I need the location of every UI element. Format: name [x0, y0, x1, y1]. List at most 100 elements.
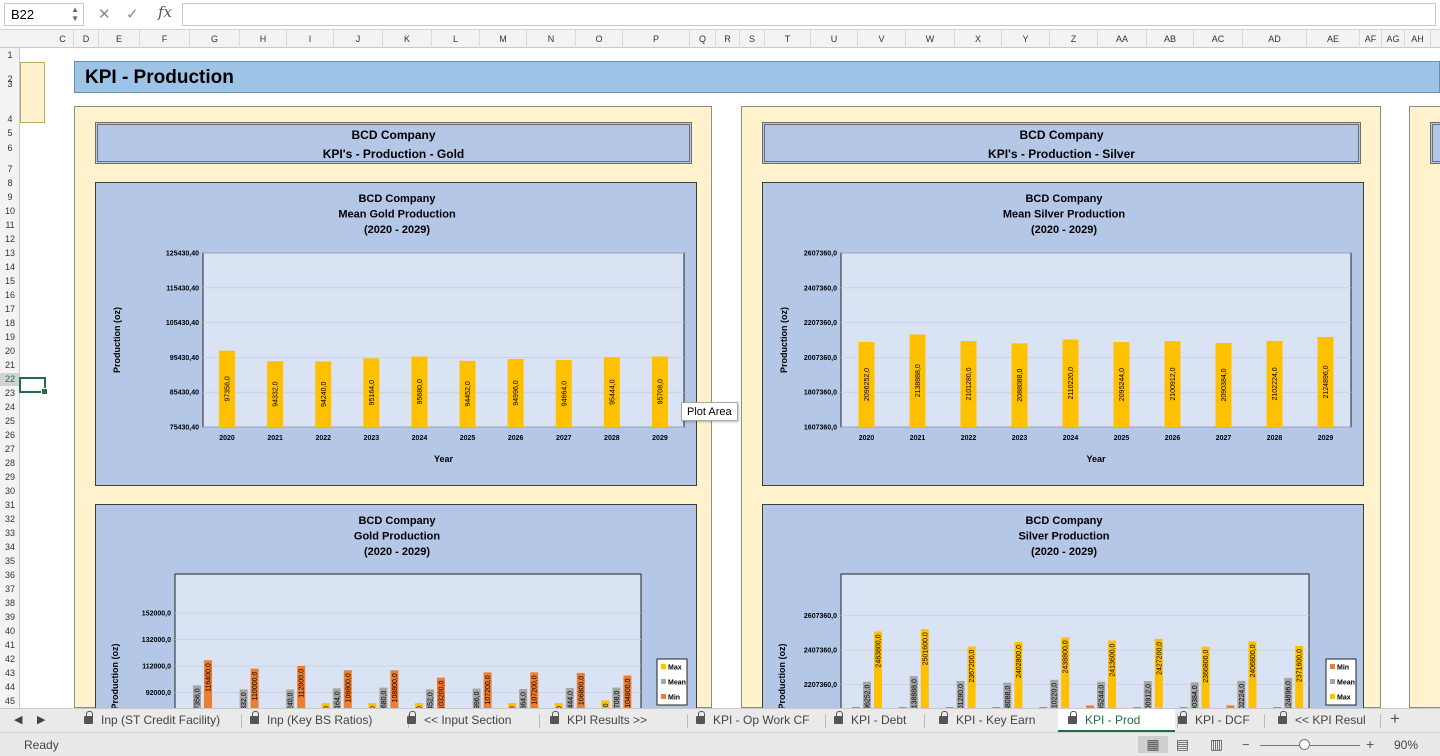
row-header-cell[interactable]: 15: [4, 276, 15, 286]
row-header-cell[interactable]: 13: [4, 248, 15, 258]
fx-icon[interactable]: fx: [158, 3, 173, 21]
column-header-cell[interactable]: AC: [1194, 30, 1243, 48]
column-header-cell[interactable]: C: [52, 30, 74, 48]
row-header-cell[interactable]: 14: [4, 262, 15, 272]
row-header-cell[interactable]: 1: [7, 50, 13, 60]
row-header-cell[interactable]: 7: [7, 164, 13, 174]
row-header-cell[interactable]: 32: [4, 514, 15, 524]
name-box-dropdown-icon[interactable]: ▲ ▼: [71, 5, 79, 23]
column-header-cell[interactable]: AD: [1243, 30, 1307, 48]
column-header-cell[interactable]: K: [383, 30, 432, 48]
row-header-cell[interactable]: 25: [4, 416, 15, 426]
mean-silver-production-chart[interactable]: BCD Company Mean Silver Production (2020 -…: [762, 182, 1364, 486]
row-header-cell[interactable]: 23: [4, 388, 15, 398]
sheet-tab[interactable]: KPI - Prod: [1058, 709, 1175, 732]
row-header-cell[interactable]: 37: [4, 584, 15, 594]
zoom-out-button[interactable]: −: [1242, 737, 1250, 752]
column-header-cell[interactable]: M: [480, 30, 527, 48]
row-header-cell[interactable]: 17: [4, 304, 15, 314]
row-header-cell[interactable]: 22: [0, 373, 19, 386]
row-header-cell[interactable]: 12: [4, 234, 15, 244]
row-header-cell[interactable]: 6: [7, 143, 13, 153]
selected-cell[interactable]: [19, 377, 48, 395]
add-sheet-button[interactable]: +: [1390, 709, 1400, 728]
row-header-cell[interactable]: 5: [7, 128, 13, 138]
row-header-cell[interactable]: 39: [4, 612, 15, 622]
sheet-tab[interactable]: << KPI Resul: [1268, 709, 1378, 732]
column-header-cell[interactable]: N: [527, 30, 576, 48]
sheet-tab[interactable]: Inp (ST Credit Facility): [74, 709, 239, 732]
column-header-cell[interactable]: Y: [1002, 30, 1050, 48]
sheet-tab[interactable]: KPI - Debt: [824, 709, 922, 732]
column-header-cell[interactable]: AB: [1147, 30, 1194, 48]
column-header-cell[interactable]: F: [140, 30, 190, 48]
sheet-tab[interactable]: Inp (Key BS Ratios): [240, 709, 406, 732]
sheet-tab[interactable]: << Input Section: [397, 709, 537, 732]
column-header-cell[interactable]: T: [765, 30, 811, 48]
column-header-cell[interactable]: U: [811, 30, 858, 48]
row-header-cell[interactable]: 3: [7, 79, 13, 89]
row-header-cell[interactable]: 43: [4, 668, 15, 678]
row-header-cell[interactable]: 11: [5, 220, 15, 230]
page-break-icon[interactable]: ▥: [1209, 736, 1224, 752]
row-header-cell[interactable]: 9: [7, 192, 13, 202]
zoom-slider-thumb[interactable]: [1299, 739, 1310, 750]
row-header-cell[interactable]: 42: [4, 654, 15, 664]
column-header-cell[interactable]: R: [716, 30, 740, 48]
row-header-cell[interactable]: 44: [4, 682, 15, 692]
row-header-cell[interactable]: 10: [4, 206, 15, 216]
row-header-cell[interactable]: 34: [4, 542, 15, 552]
page-layout-icon[interactable]: ▤: [1175, 736, 1190, 752]
sheet-tab[interactable]: KPI - Op Work CF: [686, 709, 823, 732]
column-header-cell[interactable]: AA: [1098, 30, 1147, 48]
column-header-cell[interactable]: W: [906, 30, 955, 48]
row-header-cell[interactable]: 21: [4, 360, 15, 370]
row-header-cell[interactable]: 20: [4, 346, 15, 356]
row-header-cell[interactable]: 16: [4, 290, 15, 300]
sheet-tab[interactable]: KPI - DCF: [1168, 709, 1262, 732]
formula-input[interactable]: [182, 3, 1436, 26]
column-header-cell[interactable]: G: [190, 30, 240, 48]
column-header-cell[interactable]: P: [623, 30, 690, 48]
row-header-cell[interactable]: 36: [4, 570, 15, 580]
column-header-cell[interactable]: AG: [1382, 30, 1405, 48]
row-header-cell[interactable]: 4: [7, 114, 13, 124]
column-header-cell[interactable]: X: [955, 30, 1002, 48]
row-header-cell[interactable]: 18: [4, 318, 15, 328]
column-header-cell[interactable]: J: [334, 30, 383, 48]
check-icon[interactable]: ✓: [126, 6, 139, 23]
column-header-cell[interactable]: O: [576, 30, 623, 48]
column-header-cell[interactable]: AH: [1405, 30, 1431, 48]
row-header-cell[interactable]: 38: [4, 598, 15, 608]
row-header-cell[interactable]: 29: [4, 472, 15, 482]
row-header-cell[interactable]: 40: [4, 626, 15, 636]
row-header-cell[interactable]: 26: [4, 430, 15, 440]
zoom-slider[interactable]: [1260, 745, 1360, 746]
row-header-cell[interactable]: 28: [4, 458, 15, 468]
row-header-cell[interactable]: 31: [4, 500, 15, 510]
row-header-cell[interactable]: 41: [4, 640, 15, 650]
row-header-cell[interactable]: 45: [4, 696, 15, 706]
row-header-cell[interactable]: 30: [4, 486, 15, 496]
sheet-tab[interactable]: KPI Results >>: [540, 709, 685, 732]
close-icon[interactable]: ✕: [98, 6, 111, 23]
column-header-cell[interactable]: Z: [1050, 30, 1098, 48]
prev-sheet-icon[interactable]: ◀: [14, 714, 23, 726]
silver-production-chart[interactable]: BCD Company Silver Production (2020 - 2029…: [762, 504, 1364, 719]
row-header-cell[interactable]: 27: [4, 444, 15, 454]
mean-gold-production-chart[interactable]: BCD Company Mean Gold Production (2020 - 2…: [95, 182, 697, 486]
zoom-in-button[interactable]: +: [1366, 736, 1375, 752]
next-sheet-icon[interactable]: ▶: [37, 714, 46, 726]
column-header-cell[interactable]: D: [74, 30, 99, 48]
row-header-cell[interactable]: 24: [4, 402, 15, 412]
column-header-cell[interactable]: AF: [1360, 30, 1382, 48]
row-header-cell[interactable]: 2: [7, 74, 13, 84]
row-header-cell[interactable]: 19: [4, 332, 15, 342]
sheet-tab[interactable]: KPI - Key Earn: [929, 709, 1058, 732]
row-header-cell[interactable]: 8: [7, 178, 13, 188]
column-header-cell[interactable]: L: [432, 30, 480, 48]
row-header-cell[interactable]: 33: [4, 528, 15, 538]
column-header-cell[interactable]: H: [240, 30, 287, 48]
normal-view-icon[interactable]: ▦: [1138, 736, 1168, 753]
